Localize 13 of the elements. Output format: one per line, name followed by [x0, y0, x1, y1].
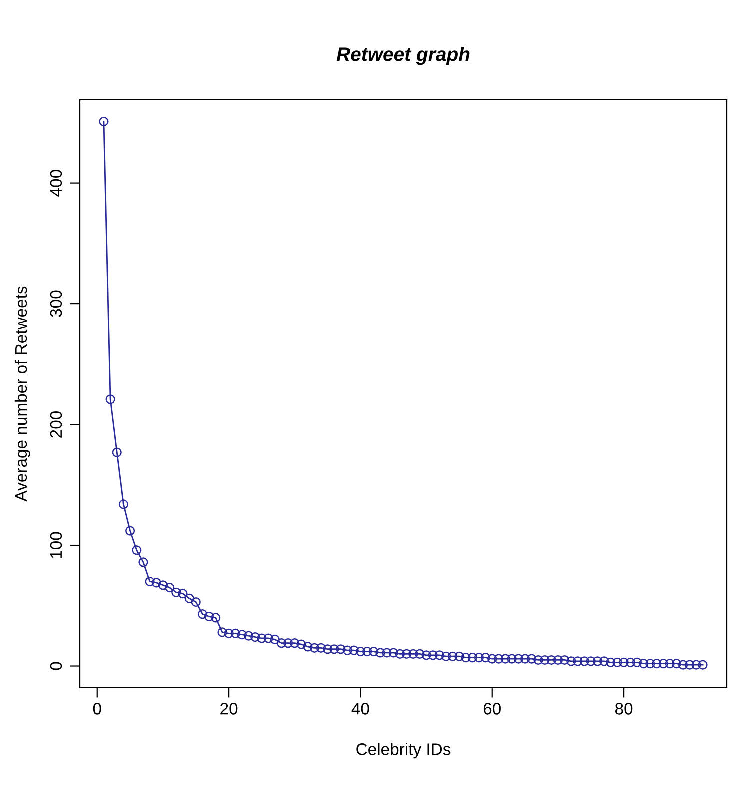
x-tick-label: 20: [220, 703, 238, 715]
y-axis-title: Average number of Retweets: [14, 286, 30, 502]
y-tick-label: 400: [50, 170, 62, 197]
y-tick-label: 200: [50, 412, 62, 438]
x-tick-label: 40: [352, 703, 370, 715]
x-tick-label: 0: [93, 703, 102, 715]
x-axis-title: Celebrity IDs: [356, 743, 451, 759]
x-tick-label: 60: [484, 703, 501, 715]
y-tick-label: 100: [50, 532, 62, 558]
x-tick-label: 80: [615, 703, 633, 715]
y-tick-label: 300: [50, 290, 62, 318]
y-tick-label: 0: [50, 662, 62, 670]
chart-title: Retweet graph: [336, 47, 470, 66]
